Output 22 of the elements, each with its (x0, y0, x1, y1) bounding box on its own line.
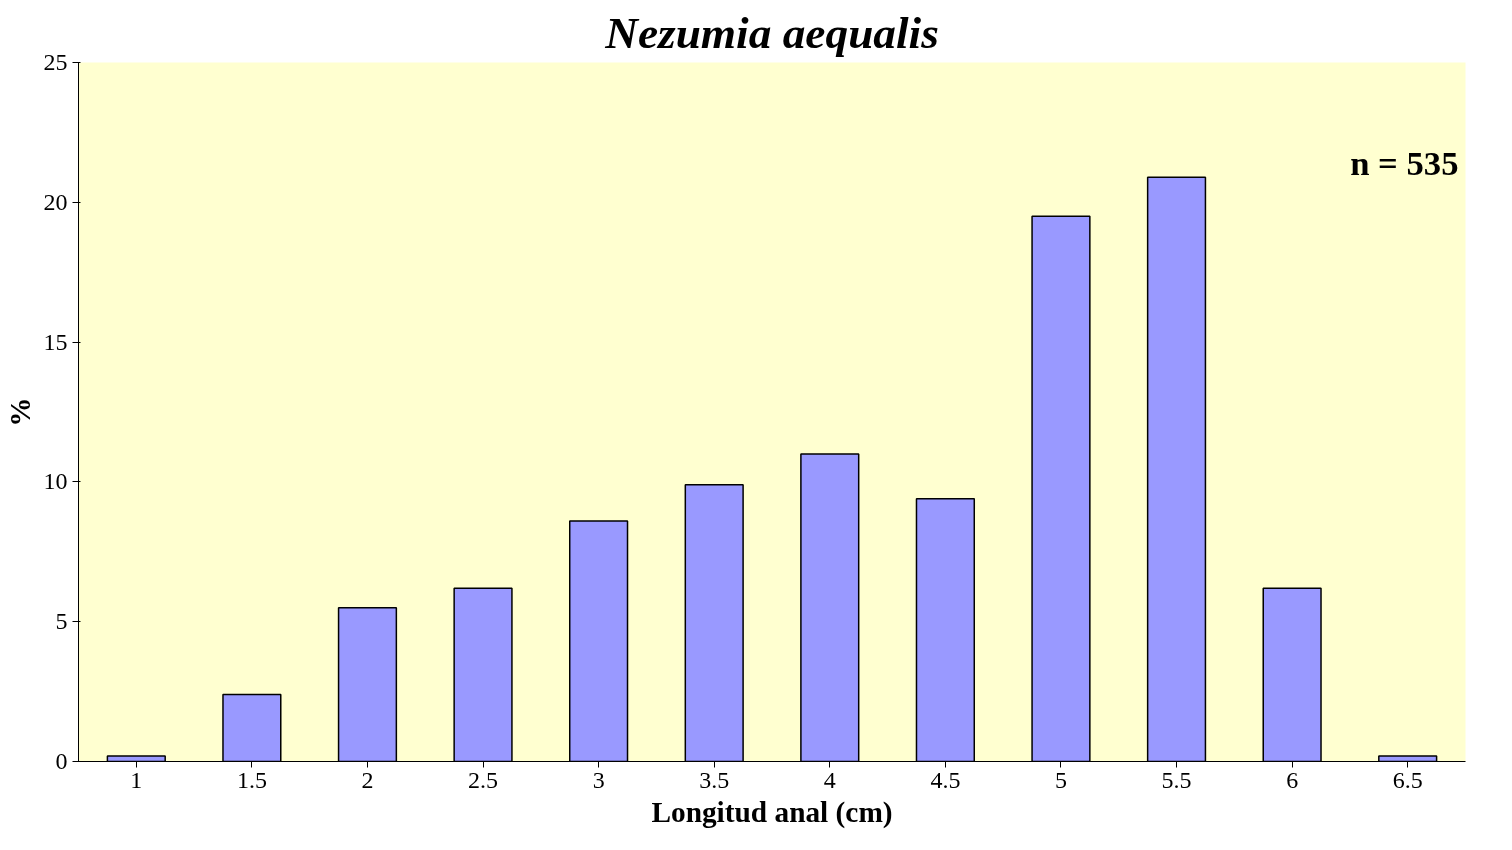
y-tick-label: 15 (43, 328, 68, 355)
annotation: n = 535 (1350, 143, 1459, 182)
x-tick-label: 6 (1286, 766, 1299, 793)
x-axis-title: Longitud anal (cm) (651, 795, 893, 829)
x-tick-label: 5 (1054, 766, 1067, 793)
x-tick-label: 1.5 (236, 766, 267, 793)
y-tick-label: 0 (55, 748, 68, 774)
x-tick-label: 1 (130, 766, 143, 793)
x-tick-label: 3.5 (699, 766, 730, 793)
x-tick-label: 2.5 (468, 766, 499, 793)
y-tick-label: 10 (43, 468, 68, 495)
y-tick-label: 20 (43, 188, 68, 215)
x-tick-label: 4.5 (930, 766, 961, 793)
x-tick-label: 2 (361, 766, 374, 793)
x-tick-label: 4 (823, 766, 836, 793)
x-tick-label: 3 (592, 766, 605, 793)
y-axis-title: % (3, 397, 36, 427)
chart-title: Nezumia aequalis (604, 7, 939, 58)
x-tick-label: 6.5 (1392, 766, 1423, 793)
x-tick-label: 5.5 (1161, 766, 1192, 793)
y-tick-label: 5 (55, 608, 68, 635)
y-tick-label: 25 (43, 49, 68, 75)
